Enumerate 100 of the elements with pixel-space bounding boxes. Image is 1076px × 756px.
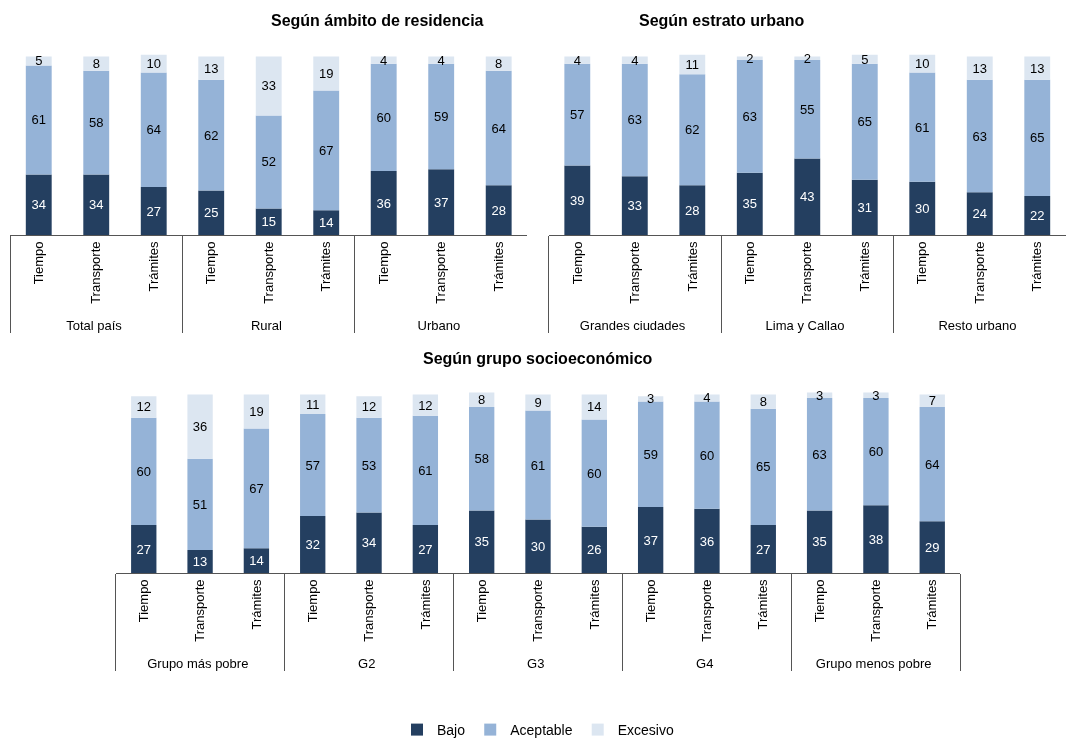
x-tick-label: Trámites [490, 240, 506, 292]
x-tick-label: Trámites [924, 578, 940, 630]
data-label: 2 [746, 50, 754, 66]
bar [694, 394, 720, 402]
bar [469, 406, 495, 511]
data-label: 4 [631, 52, 639, 68]
data-label: 39 [570, 192, 585, 208]
bar [736, 56, 763, 61]
bar [485, 56, 512, 71]
bar [485, 185, 512, 236]
x-tick-label: Transporte [192, 579, 208, 642]
bar [851, 63, 878, 180]
x-tick-label: Trámites [1029, 240, 1045, 292]
data-label: 26 [587, 542, 602, 558]
bar [198, 56, 225, 80]
x-tick-label: Transporte [361, 579, 377, 642]
data-label: 5 [861, 51, 869, 67]
data-label: 10 [146, 56, 161, 72]
bar [794, 56, 821, 61]
bar [1024, 195, 1051, 236]
bar [198, 79, 225, 191]
data-label: 61 [915, 119, 930, 135]
bar [581, 526, 607, 574]
bar [637, 396, 664, 402]
data-label: 64 [491, 120, 506, 136]
data-label: 60 [136, 463, 151, 479]
bar [83, 56, 110, 71]
x-tick-label: Tiempo [642, 579, 658, 623]
legend-label: Aceptable [510, 722, 573, 739]
data-label: 55 [800, 101, 815, 117]
x-tick-label: Trámites [684, 240, 700, 292]
bar [412, 415, 439, 525]
data-label: 57 [570, 107, 585, 123]
legend-label: Excesivo [617, 722, 674, 739]
data-label: 33 [261, 78, 276, 94]
data-label: 19 [318, 65, 334, 81]
x-tick-label: Trámites [586, 578, 602, 630]
data-label: 67 [249, 480, 264, 496]
x-tick-label: Trámites [417, 578, 433, 630]
bar [621, 56, 648, 64]
data-label: 11 [305, 396, 320, 412]
bar [863, 505, 889, 574]
bar [679, 74, 706, 186]
data-label: 37 [643, 532, 658, 548]
x-tick-label: Tiempo [811, 579, 827, 623]
bar [255, 56, 282, 116]
x-tick-label: Transporte [260, 241, 276, 304]
data-label: 5 [35, 53, 43, 69]
data-label: 3 [815, 387, 824, 403]
x-tick-label: Trámites [755, 578, 771, 630]
data-label: 12 [136, 399, 151, 415]
data-label: 13 [972, 60, 987, 76]
x-tick-label: Transporte [530, 579, 546, 642]
data-label: 13 [192, 554, 208, 570]
data-label: 60 [376, 109, 391, 125]
bar [966, 79, 993, 193]
x-tick-label: Tiempo [375, 241, 391, 285]
data-label: 14 [587, 399, 602, 415]
data-label: 19 [249, 403, 264, 419]
data-label: 36 [192, 419, 208, 435]
x-tick-label: Tiempo [203, 241, 219, 285]
data-label: 27 [756, 541, 771, 557]
bar [300, 394, 326, 415]
bar [356, 417, 382, 513]
data-label: 59 [433, 108, 449, 124]
x-tick-label: Trámites [856, 240, 872, 292]
data-label: 67 [318, 142, 334, 158]
data-label: 36 [376, 195, 391, 211]
text: Rural [250, 317, 283, 333]
chart-title: Según estrato urbano [639, 12, 805, 29]
x-tick-label: Tiempo [473, 579, 489, 623]
data-label: 61 [418, 462, 433, 478]
bar [428, 63, 455, 170]
data-label: 59 [643, 446, 658, 462]
data-label: 58 [474, 451, 489, 467]
text: Total país [66, 317, 123, 333]
bar [1024, 79, 1051, 196]
x-tick-label: Transporte [627, 241, 643, 304]
bar [909, 72, 936, 182]
bar [909, 181, 936, 236]
data-label: 29 [925, 539, 940, 555]
data-label: 63 [742, 108, 758, 124]
bar [966, 192, 993, 236]
chart-title: Según grupo socioeconómico [423, 350, 653, 367]
data-label: 30 [915, 200, 930, 216]
bar [243, 394, 270, 429]
text: Grupo más pobre [147, 655, 249, 671]
x-tick-label: Tiempo [569, 241, 585, 285]
bar [525, 519, 551, 574]
data-label: 43 [800, 189, 815, 205]
data-label: 30 [530, 538, 546, 554]
data-label: 31 [857, 200, 873, 216]
bar [564, 56, 591, 64]
bar [300, 515, 326, 574]
text: Grupo menos pobre [815, 655, 932, 671]
bar [806, 510, 833, 574]
data-label: 34 [31, 197, 46, 213]
data-label: 27 [146, 203, 161, 219]
data-label: 13 [203, 60, 219, 76]
data-label: 63 [627, 112, 643, 128]
